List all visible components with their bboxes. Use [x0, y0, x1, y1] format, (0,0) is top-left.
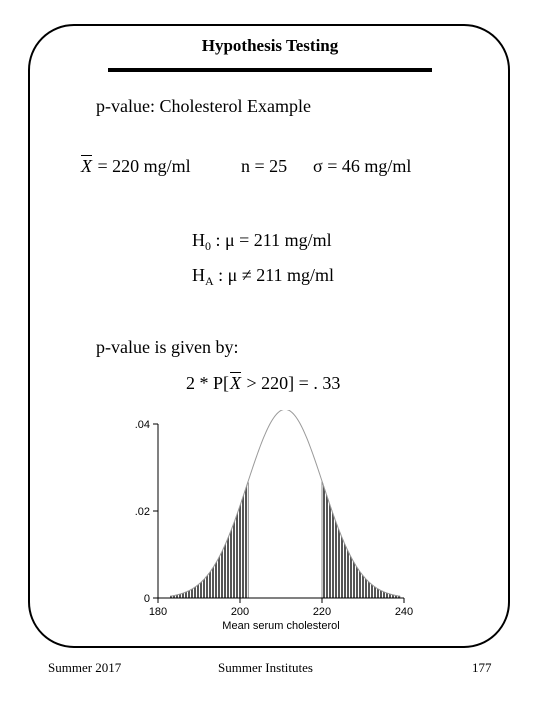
h0-text: : μ = 211 mg/ml	[215, 230, 332, 250]
sampling-distribution-chart: 0 .02 .04 180 200 220 240 Mean serum cholestero…	[135, 410, 413, 632]
shaded-tail-1	[170, 481, 249, 599]
ha-label: H	[192, 265, 205, 285]
pvalue-prefix: 2 * P[	[186, 373, 230, 393]
y-tick-label: .04	[135, 419, 150, 431]
x-tick-label: 240	[395, 606, 413, 618]
footer-org: Summer Institutes	[218, 660, 313, 675]
pvalue-intro: p-value is given by:	[96, 337, 239, 357]
pvalue-suffix: > 220] = . 33	[246, 373, 341, 393]
title-underline	[108, 68, 432, 72]
ha-subscript: A	[205, 274, 214, 288]
xbar-symbol: X	[81, 156, 92, 176]
footer-page-number: 177	[472, 660, 492, 675]
x-tick-label: 200	[231, 606, 249, 618]
sample-mean-given: X = 220 mg/ml	[80, 156, 191, 177]
x-tick-label: 220	[313, 606, 331, 618]
x-axis-label: Mean serum cholesterol	[222, 620, 339, 632]
density-curve	[170, 410, 400, 597]
pvalue-xbar-symbol: X	[230, 373, 242, 393]
x-tick-label: 180	[149, 606, 167, 618]
xbar-value: = 220 mg/ml	[97, 156, 191, 176]
h0-label: H	[192, 230, 205, 250]
slide-frame	[28, 24, 510, 648]
ha-text: : μ ≠ 211 mg/ml	[218, 265, 335, 285]
subtitle: p-value: Cholesterol Example	[96, 96, 311, 117]
slide-title: Hypothesis Testing	[201, 36, 339, 55]
alternative-hypothesis: HA : μ ≠ 211 mg/ml	[192, 265, 334, 289]
h0-subscript: 0	[205, 239, 211, 253]
sigma-given: σ = 46 mg/ml	[313, 156, 412, 176]
pvalue-expression: 2 * P[X > 220] = . 33	[186, 373, 340, 394]
y-tick-label: .02	[135, 506, 150, 518]
null-hypothesis: H0 : μ = 211 mg/ml	[192, 230, 332, 254]
subtitle-rest: Cholesterol Example	[159, 96, 311, 116]
subtitle-prefix: p-value:	[96, 96, 155, 116]
y-tick-label: 0	[144, 593, 150, 605]
shaded-tail-2	[321, 481, 401, 599]
sample-size-given: n = 25	[241, 156, 288, 176]
footer-date: Summer 2017	[48, 660, 122, 675]
